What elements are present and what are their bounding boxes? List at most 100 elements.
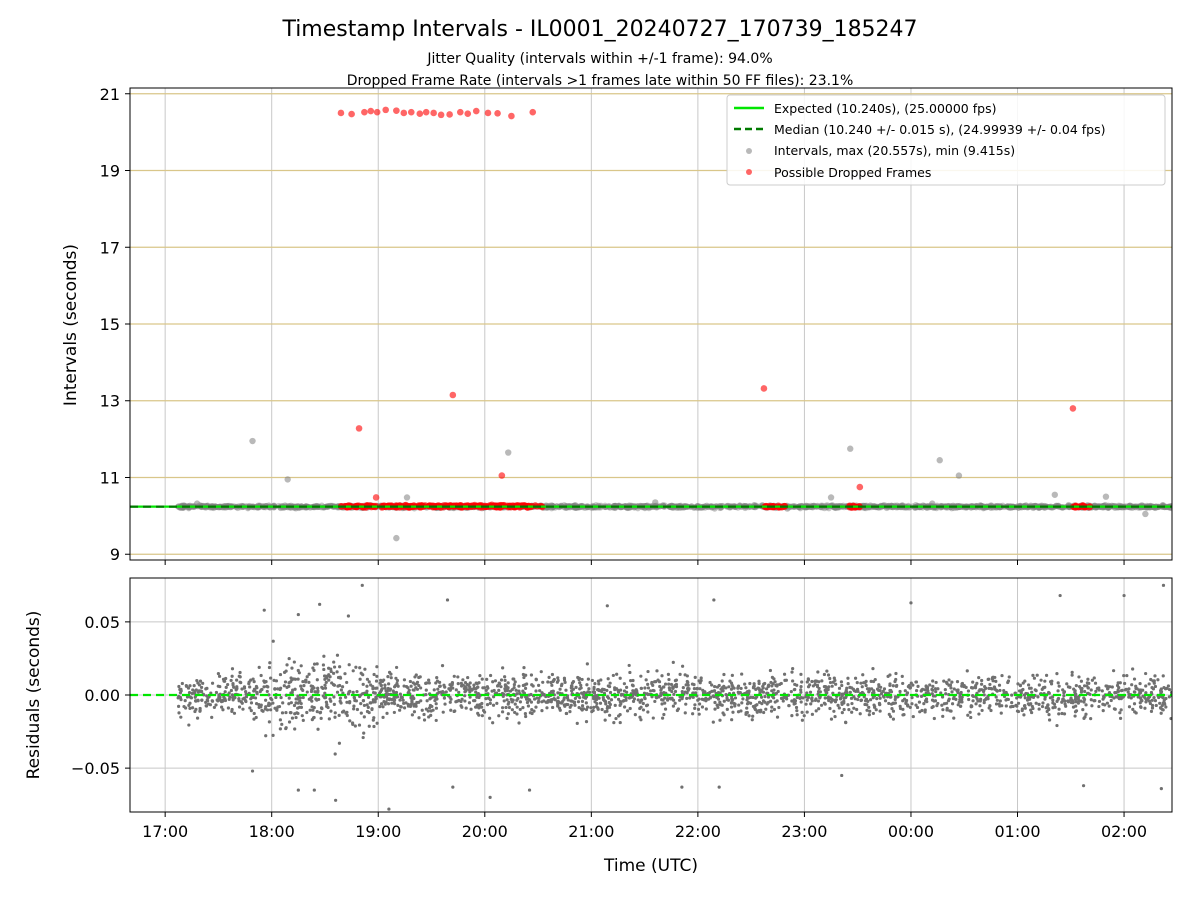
residual-point [565,696,570,700]
residual-point [293,712,297,716]
residual-point [871,679,876,684]
residual-point [928,683,932,687]
residual-point [799,672,803,676]
residual-point [514,688,518,692]
residual-point [368,701,372,705]
residual-point [383,683,387,687]
residual-point [763,681,767,686]
residual-point [722,713,726,717]
residual-point [1088,692,1092,696]
residual-outlier-point [1122,593,1126,598]
residual-point [180,681,184,686]
residual-point [1057,707,1061,711]
residual-point [1016,682,1020,686]
residual-point [1169,716,1172,721]
residual-point [795,683,799,687]
residual-point [354,665,358,669]
residual-point [367,724,371,728]
residual-point [230,707,234,712]
residual-point [930,698,935,702]
residual-point [329,669,333,674]
residual-point [1045,709,1049,714]
residual-point [362,731,366,735]
residual-point [280,722,284,726]
residual-point [332,695,336,699]
residual-point [484,688,488,693]
residual-point [584,701,588,705]
residual-point [472,686,476,690]
residual-point [463,680,468,685]
residual-point [789,690,793,694]
residual-point [431,708,435,712]
residual-point [293,687,297,691]
residual-point [1156,678,1160,682]
residual-point [391,689,395,693]
residual-point [491,703,496,707]
residual-outlier-point [840,773,844,778]
residual-point [448,700,452,704]
residual-point [697,702,702,706]
residual-point [639,674,643,678]
residual-point [371,718,375,722]
residual-point [764,687,769,691]
residual-point [267,665,272,670]
residual-point [244,690,248,694]
residual-point [971,680,975,684]
residual-point [499,685,503,689]
residual-point [302,684,306,688]
residual-point [517,684,521,688]
residual-point [836,703,840,707]
residual-point [629,679,633,683]
residual-point [1047,713,1051,717]
residual-point [1115,683,1120,688]
residual-point [736,710,741,714]
residual-point [581,707,586,711]
residual-point [279,695,283,700]
residual-point [1081,708,1085,712]
residual-point [940,695,945,699]
residual-point [834,698,838,702]
residual-point [763,700,767,704]
residual-point [776,689,780,694]
residual-point [315,678,319,682]
residual-point [454,688,458,692]
residual-point [1010,693,1014,697]
residual-point [1023,696,1027,700]
residual-point [410,699,414,703]
residual-point [868,709,872,713]
residual-point [206,695,210,699]
residual-point [989,708,993,713]
residual-point [345,680,349,685]
residual-point [935,704,939,708]
residual-point [931,704,935,709]
residual-point [293,727,297,731]
residual-point [892,701,896,705]
residual-point [284,710,288,715]
residual-point [869,679,873,683]
residual-point [265,689,269,694]
residual-point [872,703,876,707]
residual-point [1149,709,1154,713]
dropped-frame-point [361,108,368,116]
residual-point [438,684,442,688]
residual-point [311,666,315,670]
residual-point [366,695,371,699]
residual-point [379,683,383,687]
residual-point [584,707,589,712]
residual-point [382,699,386,704]
residual-point [826,673,831,677]
residual-point [663,707,668,711]
residual-point [457,690,461,694]
residual-point [296,711,300,716]
residual-point [386,702,391,706]
residual-point [299,705,304,709]
residual-point [894,677,898,682]
residual-point [772,688,776,692]
residual-point [662,685,666,689]
residual-outlier-point [312,788,316,792]
residual-point [605,688,609,693]
residual-point [488,716,492,720]
residual-point [1037,702,1041,706]
residual-point [216,684,220,688]
residual-point [226,682,230,687]
